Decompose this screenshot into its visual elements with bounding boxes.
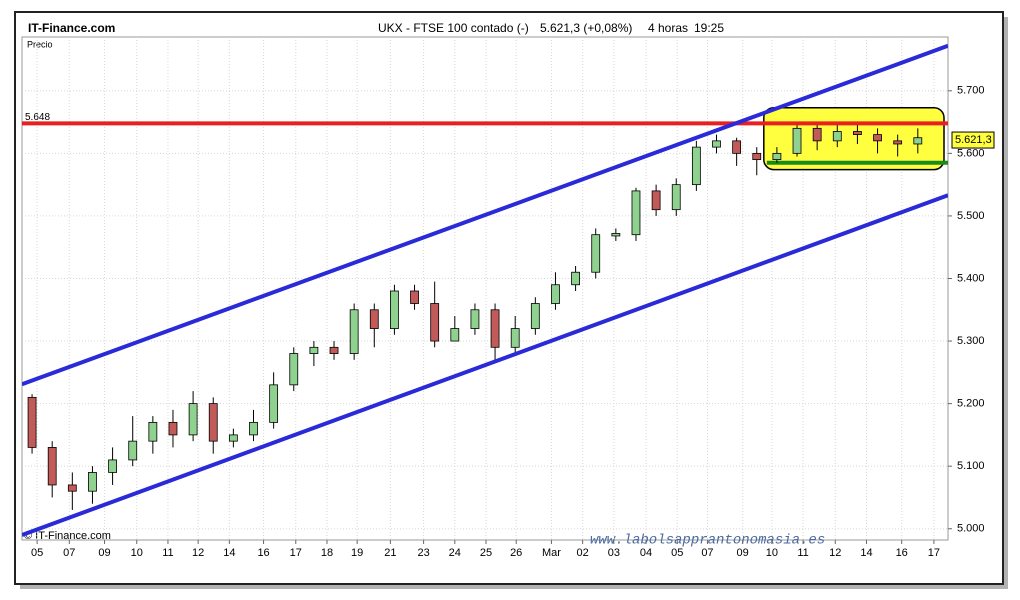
x-tick-label: 05 <box>671 547 683 559</box>
x-tick-label: 26 <box>510 547 522 559</box>
x-tick-label: 14 <box>223 547 235 559</box>
x-tick-label: 14 <box>860 547 872 559</box>
candle-body <box>309 346 319 354</box>
x-tick-label: 12 <box>829 547 841 559</box>
candle-body <box>832 131 842 142</box>
candle-body <box>208 403 218 442</box>
candle-body <box>611 233 621 237</box>
x-tick-label: 07 <box>701 547 713 559</box>
candle-body <box>67 484 77 492</box>
candle-body <box>410 290 419 304</box>
candle-body <box>369 309 379 329</box>
candle-body <box>128 440 138 461</box>
time: 19:25 <box>694 21 724 35</box>
x-tick-label: 02 <box>577 547 589 559</box>
candle-body <box>631 190 641 236</box>
y-tick-label: 5.100 <box>957 460 985 472</box>
x-tick-label: 16 <box>896 547 908 559</box>
y-tick-label: 5.600 <box>957 147 985 159</box>
candle-body <box>812 127 822 142</box>
candle-body <box>27 396 37 448</box>
candle-body <box>148 421 158 442</box>
y-axis-label: Precio <box>27 39 53 49</box>
candle-body <box>88 472 97 492</box>
x-tick-label: 19 <box>351 547 363 559</box>
site-name: IT-Finance.com <box>28 21 115 35</box>
x-tick-label: 09 <box>98 547 110 559</box>
candle-body <box>551 284 560 304</box>
plot <box>22 37 948 540</box>
x-tick-label: 09 <box>737 547 749 559</box>
candle-body <box>571 271 580 286</box>
x-tick-label: 07 <box>63 547 75 559</box>
y-tick-label: 5.500 <box>957 210 985 222</box>
candle-body <box>349 309 359 354</box>
x-tick-label: 17 <box>928 547 940 559</box>
candle-body <box>289 353 299 386</box>
x-tick-label: 21 <box>384 547 396 559</box>
x-tick-label: 12 <box>192 547 204 559</box>
trendline <box>22 193 948 537</box>
candle-body <box>470 309 480 329</box>
x-tick-label: 03 <box>608 547 620 559</box>
x-tick-label: 05 <box>31 547 43 559</box>
x-tick-label: 23 <box>417 547 429 559</box>
x-tick-label: 24 <box>449 547 461 559</box>
y-tick-label: 5.200 <box>957 398 985 410</box>
candle-body <box>329 346 339 354</box>
candle-body <box>591 234 601 273</box>
x-tick-label: 10 <box>766 547 778 559</box>
candle-body <box>893 140 903 145</box>
candle-body <box>772 152 782 161</box>
candle-body <box>671 184 681 211</box>
y-tick-label: 5.700 <box>957 85 985 97</box>
candle-body <box>188 403 198 436</box>
y-tick-label: 5.000 <box>957 523 985 535</box>
candle-body <box>792 127 802 154</box>
horizontal-line-label: 5.648 <box>25 112 50 123</box>
period: 4 horas <box>648 21 688 35</box>
y-tick-label: 5.400 <box>957 272 985 284</box>
candle-body <box>228 434 238 442</box>
x-tick-label: 11 <box>162 547 173 559</box>
candle-body <box>691 146 701 186</box>
candle-body <box>490 309 500 348</box>
candle-body <box>108 459 117 473</box>
y-tick-label: 5.300 <box>957 335 985 347</box>
candle-body <box>390 290 399 329</box>
x-tick-label: 17 <box>290 547 302 559</box>
last-price-box <box>951 131 995 149</box>
x-tick-label: 18 <box>321 547 333 559</box>
candle-body <box>732 140 742 154</box>
candle-body <box>269 384 279 423</box>
chart-title: UKX - FTSE 100 contado (-) <box>378 21 529 35</box>
copyright: © IT-Finance.com <box>24 530 111 542</box>
quote: 5.621,3 (+0,08%) <box>540 21 632 35</box>
x-tick-label: 25 <box>480 547 492 559</box>
candle-body <box>651 190 661 211</box>
candle-body <box>712 140 721 148</box>
x-tick-label: 04 <box>640 547 652 559</box>
candle-body <box>168 421 178 436</box>
x-tick-label: 16 <box>257 547 269 559</box>
trendline <box>22 43 948 387</box>
candle-body <box>530 303 540 329</box>
candle-body <box>853 131 862 135</box>
x-tick-label: 10 <box>131 547 143 559</box>
candle-body <box>450 328 460 342</box>
candle-body <box>752 152 762 161</box>
x-tick-label: 11 <box>797 547 808 559</box>
candle-body <box>913 137 923 145</box>
candle-body <box>510 328 520 348</box>
candle-body <box>47 447 57 486</box>
candle-body <box>873 134 882 142</box>
candle-body <box>249 421 258 436</box>
x-tick-label: Mar <box>542 547 561 559</box>
candle-body <box>430 303 440 342</box>
last-price-label: 5.621,3 <box>955 134 992 146</box>
